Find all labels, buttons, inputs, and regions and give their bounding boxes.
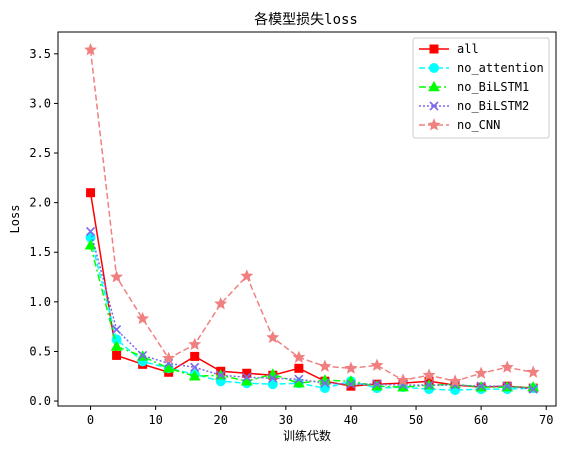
- data-point: [110, 270, 124, 283]
- data-point: [84, 239, 97, 250]
- data-point: [268, 373, 278, 383]
- x-tick-label: 50: [409, 413, 423, 427]
- data-point: [318, 359, 332, 372]
- data-point: [424, 380, 434, 390]
- data-point: [502, 381, 512, 391]
- y-axis: 0.0 0.5 1.0 1.5 2.0 2.5 3.0 3.5: [29, 47, 58, 408]
- series-no_CNN: [84, 43, 540, 387]
- x-tick-label: 40: [344, 413, 358, 427]
- series-line: [89, 245, 534, 388]
- x-tick-label: 10: [148, 413, 162, 427]
- data-point: [84, 43, 98, 56]
- data-point: [344, 361, 358, 374]
- data-point: [294, 374, 304, 384]
- data-point: [267, 379, 278, 390]
- x-tick-label: 30: [279, 413, 293, 427]
- data-point: [528, 384, 538, 394]
- legend-entry: no_CNN: [419, 118, 500, 132]
- data-point: [320, 378, 330, 388]
- legend-label: no_attention: [457, 61, 544, 75]
- y-tick-label: 1.5: [29, 245, 51, 259]
- data-point: [162, 362, 175, 373]
- legend-box: [412, 37, 550, 139]
- data-point: [112, 325, 122, 335]
- data-point: [427, 118, 441, 131]
- legend: all no_attention no_BiLSTM1 no_BiLSTM2 no_CN…: [412, 37, 550, 139]
- data-point: [429, 101, 439, 111]
- data-point: [214, 297, 228, 310]
- data-point: [526, 365, 540, 378]
- legend-label: no_BiLSTM2: [457, 99, 529, 113]
- data-point: [474, 366, 488, 379]
- series-line: [89, 192, 534, 389]
- y-tick-label: 1.0: [29, 295, 51, 309]
- legend-entry: all: [419, 42, 479, 56]
- x-tick-label: 20: [214, 413, 228, 427]
- data-point: [136, 311, 150, 325]
- data-point: [112, 350, 122, 360]
- data-point: [476, 381, 486, 391]
- x-tick-label: 0: [87, 413, 94, 427]
- x-tick-label: 70: [539, 413, 553, 427]
- series-no_attention: [85, 232, 539, 396]
- series-line: [89, 49, 534, 382]
- y-tick-label: 3.5: [29, 47, 51, 61]
- data-point: [294, 363, 304, 373]
- data-point: [242, 372, 252, 382]
- y-tick-label: 2.0: [29, 196, 51, 210]
- legend-label: no_BiLSTM1: [457, 80, 529, 94]
- data-point: [216, 370, 226, 380]
- y-tick-label: 0.0: [29, 394, 51, 408]
- data-point: [346, 379, 356, 389]
- data-point: [138, 350, 148, 360]
- x-axis: 0 10 20 30 40 50 60 70: [87, 406, 553, 427]
- data-point: [110, 340, 123, 351]
- data-point: [448, 374, 462, 387]
- data-point: [370, 358, 384, 371]
- data-point: [422, 368, 436, 381]
- data-point: [162, 351, 176, 364]
- y-tick-label: 3.0: [29, 96, 51, 110]
- legend-label: all: [457, 42, 479, 56]
- y-tick-label: 2.5: [29, 146, 51, 160]
- series-layer: [84, 43, 540, 396]
- data-point: [319, 383, 330, 394]
- series-line: [89, 231, 534, 390]
- data-point: [429, 63, 439, 73]
- legend-entry: no_attention: [419, 61, 544, 75]
- chart-title: 各模型损失loss: [254, 12, 358, 28]
- data-point: [266, 330, 280, 344]
- data-point: [240, 269, 254, 282]
- data-point: [190, 351, 200, 361]
- legend-entry: no_BiLSTM2: [419, 99, 529, 113]
- data-point: [372, 379, 382, 389]
- data-point: [188, 337, 202, 350]
- data-point: [292, 350, 306, 363]
- y-axis-label: Loss: [8, 205, 22, 234]
- data-point: [86, 188, 96, 198]
- series-line: [89, 237, 534, 391]
- data-point: [396, 373, 410, 386]
- data-point: [500, 360, 514, 373]
- data-point: [188, 370, 201, 381]
- data-point: [428, 80, 440, 92]
- legend-entry: no_BiLSTM1: [419, 80, 529, 94]
- y-tick-label: 0.5: [29, 344, 51, 358]
- data-point: [85, 226, 96, 236]
- legend-label: no_CNN: [457, 118, 500, 132]
- data-point: [190, 362, 200, 372]
- plot-frame: [57, 31, 557, 407]
- data-point: [429, 44, 439, 54]
- x-axis-label: 训练代数: [283, 428, 331, 443]
- x-tick-label: 60: [474, 413, 488, 427]
